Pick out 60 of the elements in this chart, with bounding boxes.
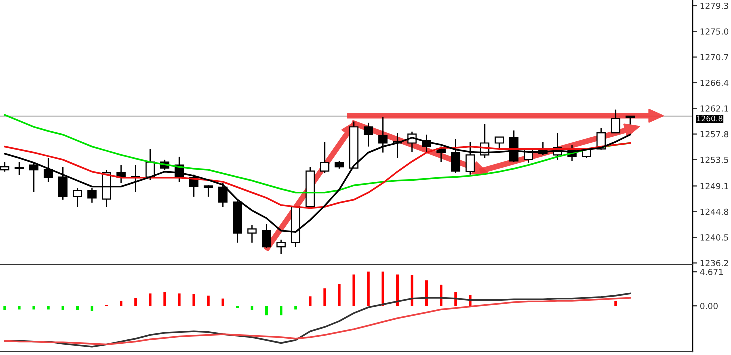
bar — [222, 298, 224, 306]
bar — [324, 288, 326, 306]
candlestick — [29, 162, 39, 193]
y-tick-label: 1270.7 — [700, 54, 728, 61]
bar — [149, 294, 152, 306]
y-tick-label: 1236.2 — [700, 260, 728, 266]
candlestick — [494, 136, 504, 150]
y-tick-label: 1262.1 — [700, 106, 728, 112]
bar — [250, 306, 254, 310]
bar — [382, 272, 384, 306]
candlestick — [218, 182, 228, 208]
bar — [280, 306, 283, 316]
candlestick — [262, 224, 272, 249]
bar — [410, 275, 414, 306]
bar — [4, 306, 6, 310]
bar — [120, 300, 123, 306]
bar — [18, 306, 21, 310]
bar — [134, 298, 138, 306]
bar — [367, 272, 370, 306]
candlestick — [364, 122, 374, 148]
candlestick — [88, 187, 97, 204]
candlestick — [248, 224, 257, 244]
candlestick — [466, 141, 476, 176]
y-tick-label: 1266.4 — [700, 80, 729, 86]
candlestick — [611, 109, 621, 134]
bar — [164, 292, 166, 306]
bar — [76, 306, 79, 310]
candlestick — [451, 138, 461, 174]
candlestick — [0, 162, 10, 173]
bar — [338, 284, 341, 306]
candlestick — [436, 146, 446, 163]
y-tick-label: 1249.1 — [700, 183, 728, 190]
bar — [207, 296, 210, 306]
candlestick — [276, 239, 286, 255]
y-tick-label: 4.671 — [700, 269, 724, 276]
bar — [90, 306, 94, 312]
bar — [47, 306, 50, 310]
y-tick-label: 1275.0 — [700, 28, 729, 35]
candlestick — [14, 162, 24, 176]
bar — [614, 300, 618, 306]
candlestick — [73, 187, 82, 208]
bar — [62, 306, 64, 310]
y-tick-label: 1257.8 — [700, 131, 729, 138]
candlestick — [204, 184, 214, 198]
candlestick — [58, 166, 68, 201]
y-tick-label: 1253.5 — [700, 156, 728, 164]
y-tick-label: 1244.8 — [700, 208, 729, 216]
candlestick — [320, 141, 330, 174]
bar — [352, 274, 356, 306]
bar — [396, 274, 400, 306]
candlestick — [44, 158, 54, 183]
bar — [309, 296, 312, 306]
bar — [265, 306, 268, 316]
bar — [32, 306, 36, 310]
y-tick-label: 1279.3 — [700, 2, 728, 10]
y-tick-label: 1240.5 — [700, 234, 728, 241]
bar — [178, 294, 181, 306]
bar — [294, 306, 298, 310]
bar — [192, 294, 196, 306]
y-tick-label: 0.00 — [700, 303, 718, 310]
